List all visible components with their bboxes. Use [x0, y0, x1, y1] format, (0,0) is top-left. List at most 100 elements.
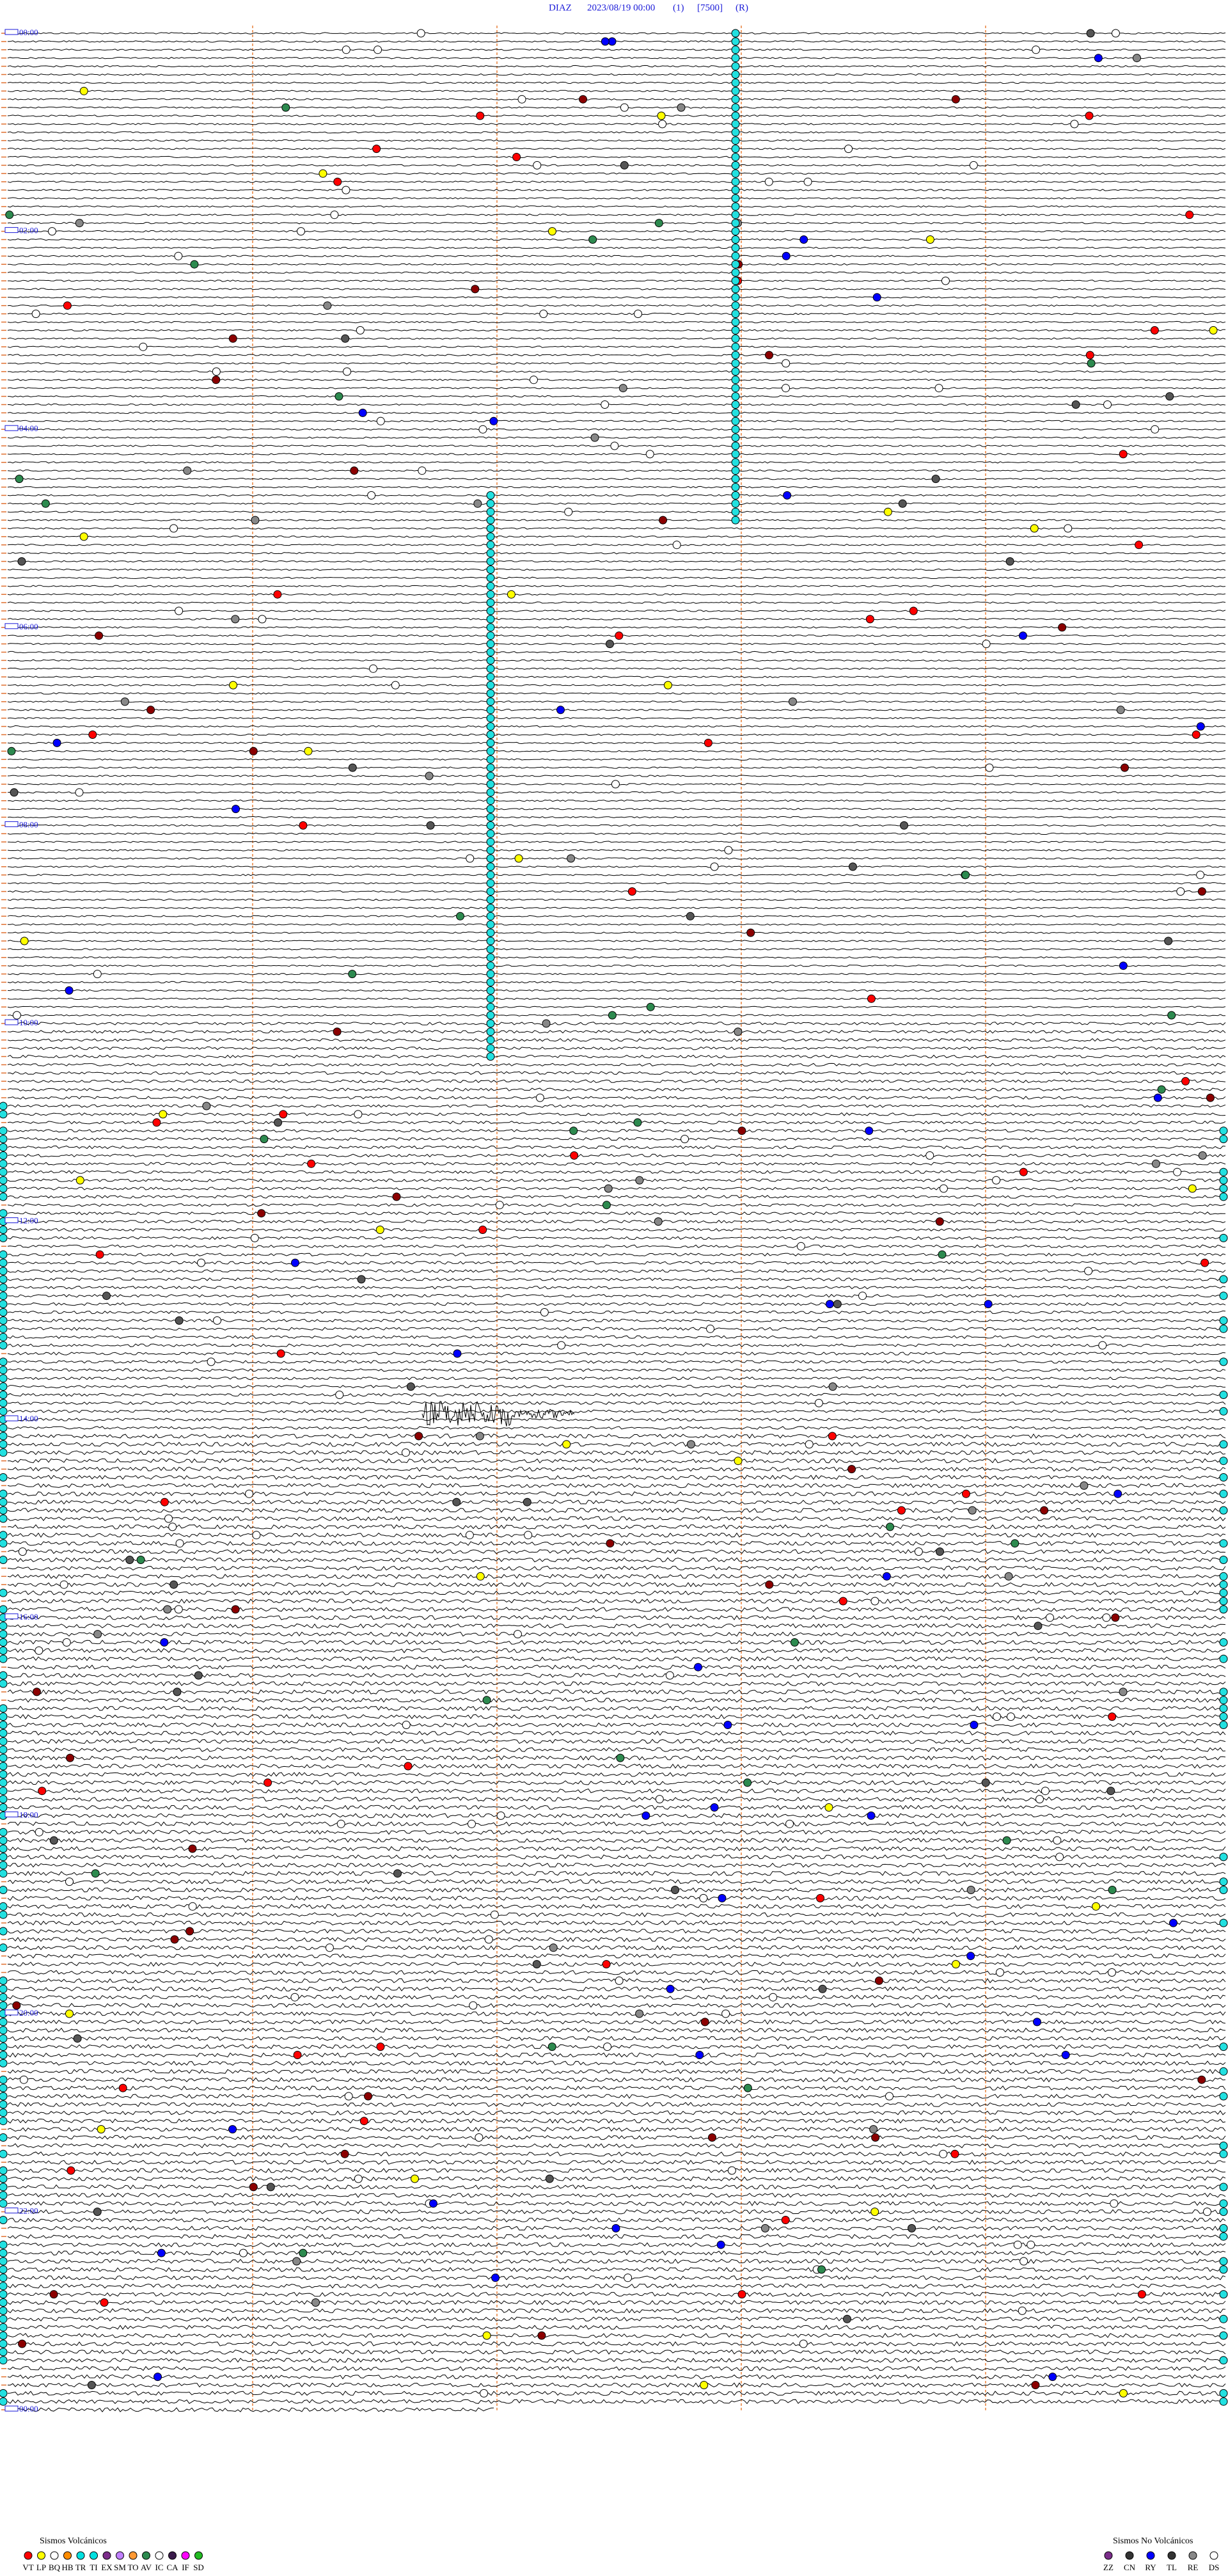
- event-marker: [760, 2224, 769, 2232]
- trace: [7, 1491, 1226, 1497]
- trace: [7, 989, 1226, 992]
- trace: [7, 1590, 1226, 1596]
- legend-code: AV: [141, 2563, 152, 2572]
- event-marker: [0, 1646, 8, 1655]
- event-marker: [354, 1110, 363, 1119]
- trace: [7, 1722, 1226, 1728]
- event-marker: [486, 903, 495, 912]
- event-marker: [0, 2397, 8, 2406]
- trace: [7, 1219, 1226, 1224]
- trace: [7, 288, 1226, 290]
- event-marker: [731, 285, 740, 294]
- trace: [7, 642, 1226, 645]
- event-marker: [1002, 1836, 1011, 1845]
- event-marker: [486, 854, 495, 863]
- trace: [7, 775, 1225, 777]
- trace: [7, 915, 1226, 918]
- event-marker: [517, 95, 526, 104]
- event-marker: [232, 805, 240, 814]
- event-marker: [602, 1201, 611, 1210]
- event-marker: [169, 1580, 178, 1589]
- event-marker: [426, 821, 435, 830]
- legend-code: IC: [155, 2563, 164, 2572]
- event-marker: [486, 747, 495, 755]
- header: DIAZ 2023/08/19 00:00 (1) [7500] (R): [549, 3, 748, 13]
- event-marker: [0, 1638, 8, 1647]
- event-marker: [564, 507, 573, 516]
- event-marker: [146, 706, 155, 715]
- event-marker: [1045, 1613, 1054, 1622]
- event-marker: [160, 1497, 169, 1506]
- event-marker: [0, 1258, 8, 1267]
- trace: [7, 857, 1226, 860]
- trace: [7, 1845, 1226, 1851]
- trace: [7, 2052, 1226, 2058]
- event-marker: [486, 771, 495, 780]
- event-marker: [486, 598, 495, 607]
- event-marker: [524, 1531, 533, 1540]
- event-marker: [970, 1721, 979, 1729]
- trace: [7, 601, 1226, 604]
- trace: [7, 1170, 1226, 1174]
- event-marker: [0, 2058, 8, 2067]
- event-marker: [297, 227, 306, 236]
- legend-code: CA: [166, 2563, 178, 2572]
- trace: [7, 337, 1226, 340]
- event-marker: [170, 1935, 179, 1944]
- event-marker: [1080, 1481, 1089, 1490]
- event-marker: [731, 243, 740, 252]
- trace: [7, 320, 1226, 324]
- event-marker: [605, 640, 614, 649]
- event-marker: [136, 1556, 145, 1564]
- trace: [8, 923, 1226, 926]
- trace: [7, 1145, 1226, 1150]
- event-marker: [1219, 1877, 1228, 1886]
- event-marker: [532, 1960, 541, 1969]
- trace: [7, 618, 1226, 620]
- event-marker: [212, 375, 221, 384]
- event-marker: [1219, 1506, 1228, 1515]
- event-marker: [418, 466, 427, 475]
- event-marker: [1108, 1886, 1117, 1894]
- legend-swatch: [1188, 2551, 1197, 2560]
- event-marker: [0, 2166, 8, 2175]
- event-marker: [1219, 2331, 1228, 2340]
- event-marker: [886, 1522, 895, 1531]
- trace: [7, 659, 1226, 662]
- trace: [7, 1310, 1226, 1315]
- event-marker: [677, 103, 686, 112]
- event-marker: [495, 1201, 504, 1210]
- trace: [7, 972, 1226, 976]
- event-marker: [292, 2257, 301, 2266]
- event-marker: [1018, 2306, 1027, 2315]
- event-marker: [0, 1143, 8, 1151]
- event-marker: [62, 1638, 71, 1647]
- event-marker: [0, 1110, 8, 1119]
- event-marker: [731, 177, 740, 186]
- hour-label: 22:00: [19, 2206, 38, 2216]
- event-marker: [731, 416, 740, 425]
- event-marker: [1098, 1341, 1107, 1350]
- legend-code: SD: [193, 2563, 204, 2572]
- legend-swatch: [181, 2551, 190, 2560]
- event-marker: [0, 1275, 8, 1284]
- event-marker: [0, 1283, 8, 1292]
- trace: [7, 477, 1226, 480]
- trace: [7, 1120, 1226, 1125]
- event-marker: [276, 1349, 285, 1358]
- event-marker: [91, 1869, 100, 1878]
- trace: [7, 263, 1226, 265]
- event-marker: [897, 1506, 906, 1515]
- trace: [7, 1730, 1226, 1736]
- event-marker: [0, 1630, 8, 1639]
- trace: [7, 1838, 1226, 1844]
- trace: [7, 164, 1226, 167]
- event-marker: [369, 664, 378, 673]
- hour-label: 06:00: [19, 622, 38, 631]
- event-marker: [657, 111, 666, 120]
- trace: [7, 881, 1226, 885]
- event-marker: [1034, 1622, 1043, 1631]
- trace: [7, 2201, 1226, 2206]
- event-marker: [731, 276, 740, 285]
- event-marker: [670, 1886, 679, 1894]
